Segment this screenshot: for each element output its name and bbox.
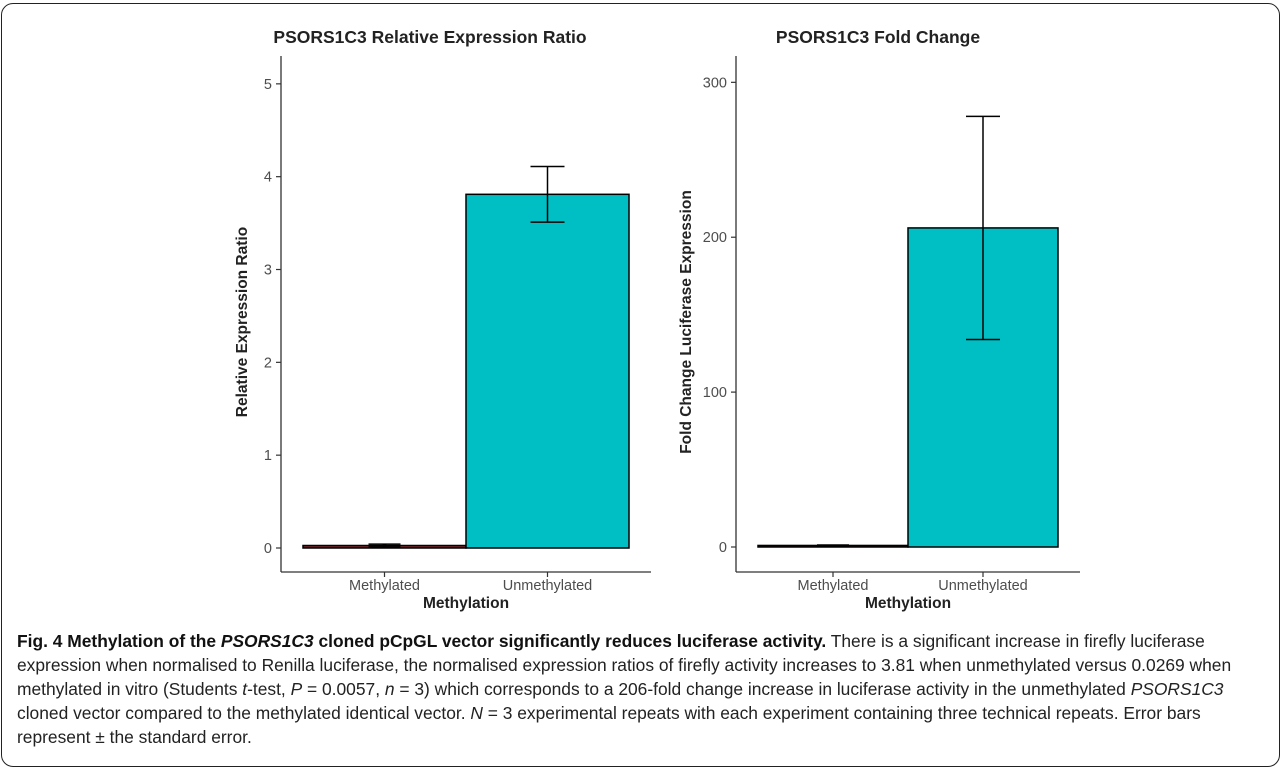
y-tick-label: 200 xyxy=(703,230,727,246)
y-tick-label: 0 xyxy=(719,540,727,556)
x-axis-title: Methylation xyxy=(865,595,951,612)
x-tick-label: Methylated xyxy=(349,578,420,594)
y-tick-label: 0 xyxy=(264,541,272,557)
x-tick-label: Unmethylated xyxy=(938,578,1027,594)
x-tick-label: Unmethylated xyxy=(503,578,592,594)
y-tick-label: 100 xyxy=(703,385,727,401)
y-tick-label: 1 xyxy=(264,448,272,464)
y-tick-label: 2 xyxy=(264,355,272,371)
chart-relative-expression: PSORS1C3 Relative Expression Ratio 0 1 2 3 4 5… xyxy=(234,27,651,612)
y-axis-title: Relative Expression Ratio xyxy=(234,227,251,417)
figure-frame xyxy=(1,3,1280,767)
chart-title: PSORS1C3 Fold Change xyxy=(776,27,980,47)
chart-fold-change: PSORS1C3 Fold Change 0 100 200 300 Methylated… xyxy=(678,27,1080,612)
y-tick-label: 4 xyxy=(264,170,272,186)
y-tick-label: 3 xyxy=(264,263,272,279)
y-tick-label: 5 xyxy=(264,77,272,93)
bar-unmethylated xyxy=(465,193,630,549)
caption-lead: Fig. 4 Methylation of the PSORS1C3 clone… xyxy=(17,631,827,651)
y-axis-title: Fold Change Luciferase Expression xyxy=(678,190,695,454)
chart-title: PSORS1C3 Relative Expression Ratio xyxy=(273,27,586,47)
figure-caption: Fig. 4 Methylation of the PSORS1C3 clone… xyxy=(17,631,1232,747)
y-tick-label: 300 xyxy=(703,75,727,91)
x-axis-title: Methylation xyxy=(423,595,509,612)
x-tick-label: Methylated xyxy=(798,578,869,594)
